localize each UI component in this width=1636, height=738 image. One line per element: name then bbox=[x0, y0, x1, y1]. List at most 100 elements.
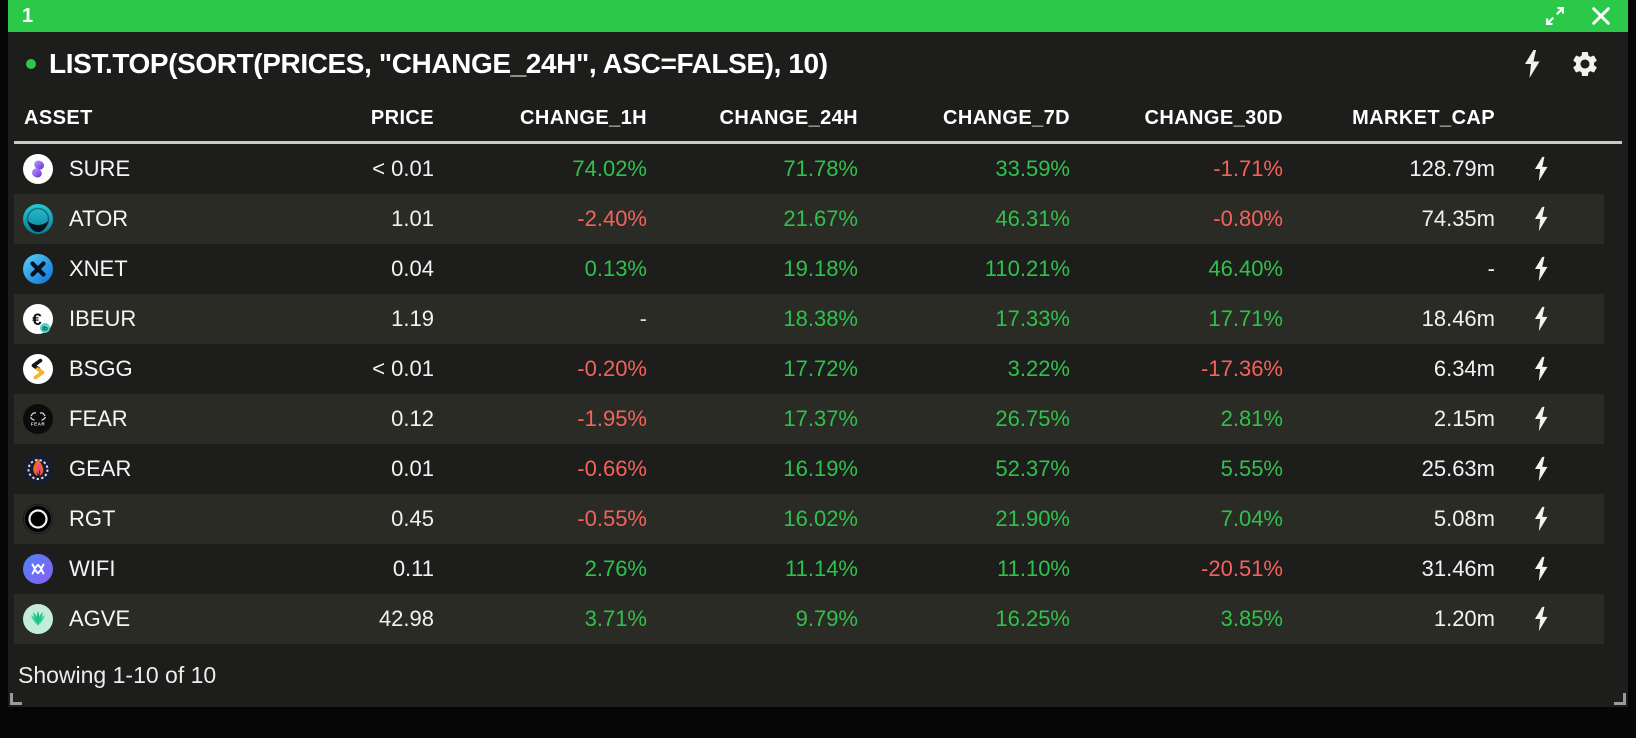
asset-symbol: SURE bbox=[69, 156, 131, 181]
change-1h-cell: -0.20% bbox=[577, 356, 647, 381]
agve-coin-icon bbox=[23, 604, 53, 634]
change-30d-cell: -20.51% bbox=[1201, 556, 1283, 581]
price-cell: < 0.01 bbox=[372, 356, 434, 381]
change-1h-cell: 74.02% bbox=[572, 156, 647, 181]
header-separator bbox=[14, 141, 1622, 144]
change-30d-cell: -0.80% bbox=[1213, 206, 1283, 231]
price-cell: < 0.01 bbox=[372, 156, 434, 181]
lightning-icon[interactable] bbox=[1532, 305, 1552, 333]
market-cap-cell: 31.46m bbox=[1421, 556, 1495, 581]
table-row[interactable]: BSGG < 0.01 -0.20% 17.72% 3.22% -17.36% … bbox=[14, 344, 1604, 394]
rgt-coin-icon bbox=[23, 504, 53, 534]
table-row[interactable]: WIFI 0.11 2.76% 11.14% 11.10% -20.51% 31… bbox=[14, 544, 1604, 594]
lightning-icon[interactable] bbox=[1532, 205, 1552, 233]
change-30d-cell: 5.55% bbox=[1220, 456, 1283, 481]
change-1h-cell: 0.13% bbox=[584, 256, 647, 281]
ibeur-coin-icon: € ib bbox=[23, 304, 53, 334]
lightning-icon[interactable] bbox=[1532, 155, 1552, 183]
change-7d-cell: 26.75% bbox=[995, 406, 1070, 431]
resize-handle-bottom-right-icon[interactable] bbox=[1614, 693, 1626, 705]
asset-symbol: BSGG bbox=[69, 356, 133, 381]
change-7d-cell: 46.31% bbox=[995, 206, 1070, 231]
change-24h-cell: 71.78% bbox=[783, 156, 858, 181]
market-cap-cell: 18.46m bbox=[1421, 306, 1495, 331]
change-1h-cell: -0.55% bbox=[577, 506, 647, 531]
price-cell: 0.11 bbox=[392, 556, 434, 581]
column-header-change-1h[interactable]: CHANGE_1H bbox=[520, 106, 647, 129]
price-cell: 0.01 bbox=[391, 456, 434, 481]
pagination-status: Showing 1-10 of 10 bbox=[18, 661, 217, 688]
change-24h-cell: 9.79% bbox=[795, 606, 858, 631]
status-dot-icon bbox=[26, 58, 36, 69]
table-row[interactable]: FEAR FEAR 0.12 -1.95% 17.37% 26.75% 2.81… bbox=[14, 394, 1604, 444]
asset-symbol: FEAR bbox=[69, 406, 128, 431]
market-cap-cell: 5.08m bbox=[1433, 506, 1495, 531]
table-row[interactable]: AGVE 42.98 3.71% 9.79% 16.25% 3.85% 1.20… bbox=[14, 594, 1604, 644]
xnet-coin-icon bbox=[23, 254, 53, 284]
lightning-icon[interactable] bbox=[1532, 505, 1552, 533]
change-24h-cell: 18.38% bbox=[783, 306, 858, 331]
svg-text:ib: ib bbox=[42, 325, 48, 332]
window-titlebar[interactable]: 1 bbox=[8, 0, 1628, 32]
svg-text:FEAR: FEAR bbox=[31, 422, 46, 427]
table-row[interactable]: ATOR 1.01 -2.40% 21.67% 46.31% -0.80% 74… bbox=[14, 194, 1604, 244]
market-cap-cell: - bbox=[1487, 256, 1495, 281]
lightning-icon[interactable] bbox=[1532, 555, 1552, 583]
expand-icon[interactable] bbox=[1544, 5, 1566, 27]
change-1h-cell: - bbox=[639, 306, 647, 331]
asset-symbol: XNET bbox=[69, 256, 128, 281]
column-header-market-cap[interactable]: MARKET_CAP bbox=[1352, 106, 1495, 129]
change-24h-cell: 16.02% bbox=[783, 506, 858, 531]
asset-symbol: AGVE bbox=[69, 606, 131, 631]
column-header-price[interactable]: PRICE bbox=[370, 106, 434, 129]
svg-text:€: € bbox=[32, 310, 42, 329]
resize-handle-bottom-left-icon[interactable] bbox=[10, 693, 22, 705]
change-7d-cell: 3.22% bbox=[1007, 356, 1070, 381]
change-1h-cell: 3.71% bbox=[584, 606, 647, 631]
lightning-icon[interactable] bbox=[1532, 255, 1552, 283]
change-7d-cell: 17.33% bbox=[995, 306, 1070, 331]
change-1h-cell: 2.76% bbox=[584, 556, 647, 581]
price-cell: 42.98 bbox=[378, 606, 434, 631]
column-header-change-30d[interactable]: CHANGE_30D bbox=[1144, 106, 1283, 129]
fear-coin-icon: FEAR bbox=[23, 404, 53, 434]
lightning-icon[interactable] bbox=[1522, 49, 1542, 79]
change-1h-cell: -2.40% bbox=[577, 206, 647, 231]
lightning-icon[interactable] bbox=[1532, 455, 1552, 483]
close-icon[interactable] bbox=[1590, 5, 1612, 27]
change-7d-cell: 11.10% bbox=[997, 556, 1070, 581]
market-cap-cell: 2.15m bbox=[1433, 406, 1495, 431]
column-header-change-7d[interactable]: CHANGE_7D bbox=[943, 106, 1070, 129]
table-row[interactable]: XNET 0.04 0.13% 19.18% 110.21% 46.40% - bbox=[14, 244, 1604, 294]
gear-coin-icon bbox=[23, 454, 53, 484]
lightning-icon[interactable] bbox=[1532, 405, 1552, 433]
price-cell: 0.04 bbox=[391, 256, 434, 281]
ator-coin-icon bbox=[23, 204, 53, 234]
lightning-icon[interactable] bbox=[1532, 355, 1552, 383]
table-row[interactable]: RGT 0.45 -0.55% 16.02% 21.90% 7.04% 5.08… bbox=[14, 494, 1604, 544]
market-cap-cell: 74.35m bbox=[1421, 206, 1495, 231]
widget-title: LIST.TOP(SORT(PRICES, "CHANGE_24H", ASC=… bbox=[49, 47, 828, 79]
change-7d-cell: 52.37% bbox=[995, 456, 1070, 481]
terminal-widget: 1 LIST.TOP(SORT(PRICES, "CHANGE_24H", AS… bbox=[8, 0, 1628, 707]
change-7d-cell: 21.90% bbox=[995, 506, 1070, 531]
asset-symbol: ATOR bbox=[69, 206, 129, 231]
column-header-change-24h[interactable]: CHANGE_24H bbox=[719, 106, 858, 129]
table-row[interactable]: SURE < 0.01 74.02% 71.78% 33.59% -1.71% … bbox=[14, 144, 1604, 194]
column-header-asset[interactable]: ASSET bbox=[24, 106, 93, 129]
price-cell: 0.45 bbox=[391, 506, 434, 531]
change-24h-cell: 19.18% bbox=[783, 256, 858, 281]
change-30d-cell: -1.71% bbox=[1213, 156, 1283, 181]
table-row[interactable]: € ib IBEUR 1.19 - 18.38% 17.33% 17.71% 18… bbox=[14, 294, 1604, 344]
table-row[interactable]: GEAR 0.01 -0.66% 16.19% 52.37% 5.55% 25.… bbox=[14, 444, 1604, 494]
change-30d-cell: 17.71% bbox=[1208, 306, 1283, 331]
bsgg-coin-icon bbox=[23, 354, 53, 384]
price-cell: 1.19 bbox=[391, 306, 434, 331]
lightning-icon[interactable] bbox=[1532, 605, 1552, 633]
change-7d-cell: 33.59% bbox=[995, 156, 1070, 181]
gear-icon[interactable] bbox=[1570, 49, 1600, 79]
asset-symbol: GEAR bbox=[69, 456, 132, 481]
change-30d-cell: -17.36% bbox=[1201, 356, 1283, 381]
change-30d-cell: 46.40% bbox=[1208, 256, 1283, 281]
change-30d-cell: 3.85% bbox=[1220, 606, 1283, 631]
